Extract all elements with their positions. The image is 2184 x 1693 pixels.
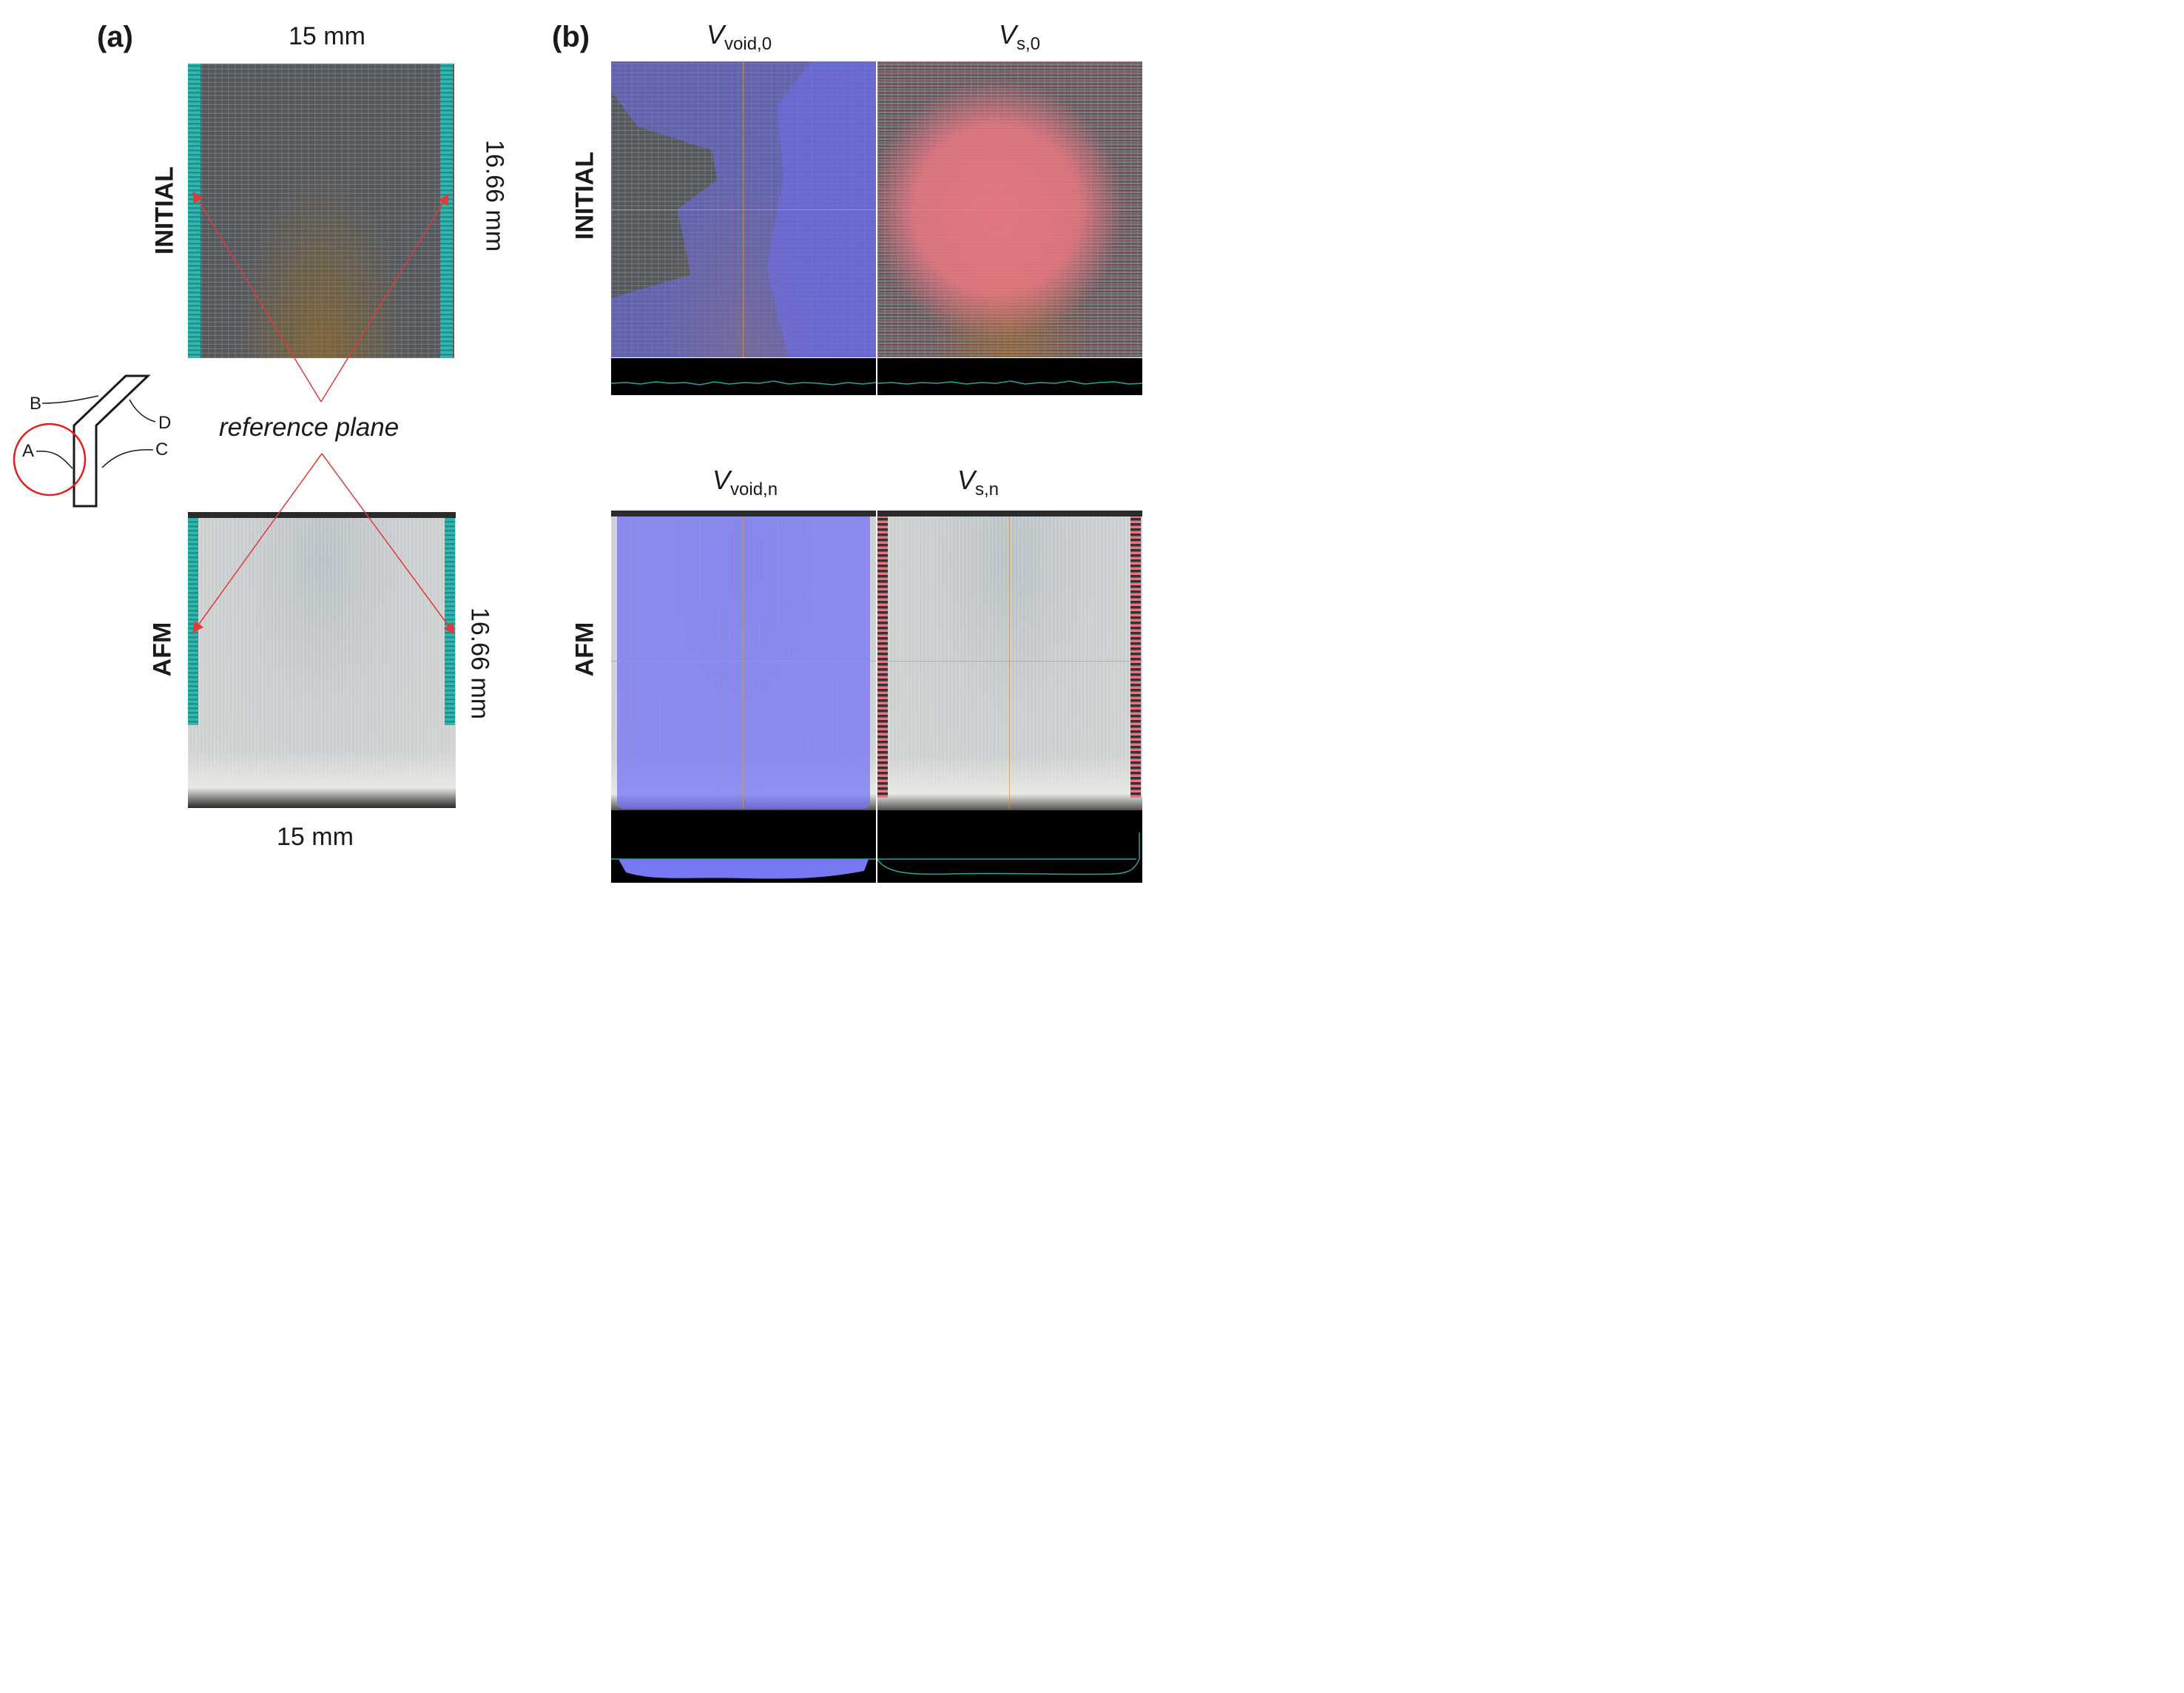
crosshair-horizontal-s0 (877, 209, 1142, 210)
afm-void-image (611, 511, 876, 815)
schematic-label-d: D (158, 413, 172, 433)
header-v-s-0: Vs,0 (999, 19, 1040, 55)
top-width-label: 15 mm (289, 22, 365, 50)
ref-line-bottom-left (192, 453, 323, 633)
header-v-s-0-subscript: s,0 (1017, 34, 1041, 54)
bracket-schematic (13, 374, 156, 508)
panel-a-label: (a) (97, 21, 133, 53)
profile-line-s-n (877, 832, 1140, 875)
reference-plane-lines (192, 191, 455, 635)
profile-line-s-0 (877, 380, 1142, 385)
bracket-shape (73, 374, 151, 508)
row-label-initial-b: INITIAL (570, 152, 599, 240)
bottom-width-label: 15 mm (277, 823, 354, 851)
solid-edge-left (877, 516, 888, 798)
profile-bar-void-n (611, 810, 876, 883)
panel-b-label: (b) (552, 21, 590, 53)
crosshair-horizontal-void-n (611, 661, 876, 662)
header-v-s-0-symbol: V (999, 19, 1017, 50)
schematic-label-c: C (155, 440, 169, 460)
void-overlay-afm (617, 516, 870, 809)
crosshair-vertical-void-n (743, 516, 744, 809)
pointer-b (41, 395, 99, 404)
header-v-void-0-symbol: V (707, 19, 725, 50)
header-v-void-n-subscript: void,n (730, 479, 778, 499)
initial-void-image (611, 61, 876, 357)
profile-bar-s-n (877, 810, 1142, 883)
right-edge-strip-afm (445, 518, 455, 725)
crosshair-vertical-s-n (1009, 516, 1010, 809)
header-v-void-n-symbol: V (712, 465, 731, 495)
profile-area-void-n (611, 858, 876, 879)
profile-line-void-0 (611, 380, 876, 386)
highlight-circle (13, 423, 87, 497)
header-v-void-0-subscript: void,0 (724, 34, 772, 54)
crosshair-horizontal-s-n (877, 661, 1142, 662)
pointer-c (101, 448, 154, 468)
initial-sample-image (188, 64, 454, 358)
ref-line-bottom-right (321, 453, 455, 635)
pointer-a (36, 451, 73, 469)
right-edge-strip (440, 64, 453, 358)
schematic-label-b: B (30, 394, 42, 414)
profile-bar-void-0 (611, 358, 876, 395)
profile-bar-s-0 (877, 358, 1142, 395)
ref-line-top-left (192, 191, 322, 403)
ref-line-top-right (320, 193, 449, 403)
header-v-void-n: Vvoid,n (712, 465, 778, 500)
header-v-void-0: Vvoid,0 (707, 19, 772, 55)
initial-solid-image (877, 61, 1142, 357)
pointer-d (129, 399, 156, 423)
header-v-s-n-subscript: s,n (975, 479, 1000, 499)
reference-plane-label: reference plane (219, 413, 400, 442)
afm-solid-image (877, 511, 1142, 815)
header-v-s-n: Vs,n (957, 465, 999, 500)
schematic-label-a: A (22, 441, 35, 461)
crosshair-horizontal (611, 209, 876, 210)
header-v-s-n-symbol: V (957, 465, 976, 495)
row-label-afm-b: AFM (570, 622, 599, 677)
left-edge-strip (188, 64, 200, 358)
solid-edge-right (1130, 516, 1141, 798)
